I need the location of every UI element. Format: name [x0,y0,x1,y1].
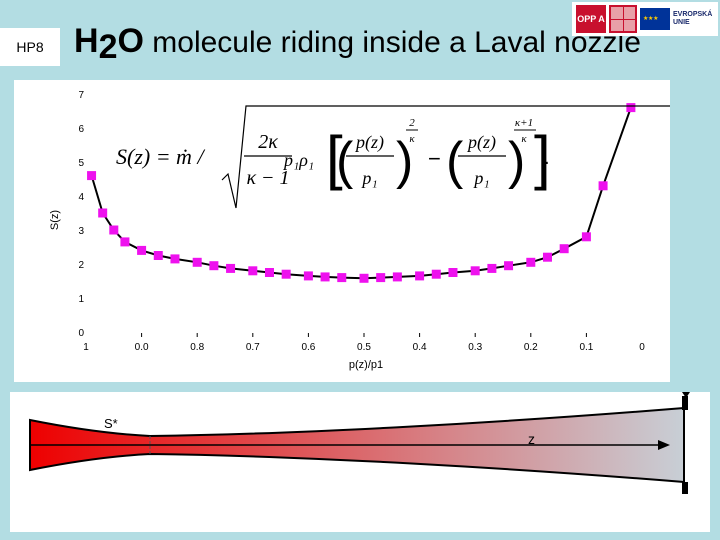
y-tick-label: 6 [78,124,84,135]
formula-exp2-numer: κ+1 [515,117,533,129]
data-point [98,208,108,218]
data-point [392,272,402,282]
data-point [226,263,236,273]
data-point [470,266,480,276]
slide-tag: HP8 [0,28,60,66]
data-point [109,225,119,235]
data-point [248,266,258,276]
title-rest: molecule riding inside a Laval nozzle [143,26,641,59]
slide-title: H2O molecule riding inside a Laval nozzl… [74,22,641,67]
formula: S(z) = ṁ / 2κ κ − 1 p₁ρ₁ [ ( p(z) p₁ ) 2… [116,105,674,209]
formula-dot: . [544,147,550,169]
nozzle-exit-bottom [682,482,688,494]
nozzle-panel: S* z [10,386,710,532]
formula-root-numer: 2κ [258,131,278,153]
data-point [170,254,180,264]
data-point [542,252,552,262]
data-point [281,269,291,279]
formula-f1-numer: p(z) [354,132,384,153]
throat-label: S* [104,416,118,431]
formula-exp1-denom: κ [409,133,415,145]
formula-exp2-denom: κ [521,133,527,145]
data-point [598,181,608,191]
data-point [337,273,347,283]
data-point [303,271,313,281]
data-point [376,273,386,283]
data-point [209,261,219,271]
y-tick-label: 1 [78,294,84,305]
formula-lhs: S(z) = ṁ / [116,144,205,169]
data-point [504,261,514,271]
y-tick-label: 7 [78,90,84,101]
formula-exp1-numer: 2 [409,117,415,129]
data-point [137,245,147,255]
formula-paren-1-right: ) [396,132,413,190]
data-point [526,257,536,267]
x-tick-label: 0.0 [135,342,149,353]
eu-flag-icon [640,8,670,30]
formula-bracket-right: ] [534,124,551,191]
eu-logo-text: EVROPSKÁ UNIE [673,11,712,27]
formula-paren-2-right: ) [508,132,525,190]
formula-f2-denom: p₁ [472,168,489,188]
data-point [448,268,458,277]
data-point [264,268,274,277]
data-point [120,237,130,247]
y-tick-label: 0 [78,328,84,339]
x-tick-label: 0.4 [413,342,427,353]
data-point [415,271,425,281]
title-o: O [117,22,144,60]
formula-f1-denom: p₁ [360,168,377,188]
data-point [559,244,569,254]
formula-root-denom: κ − 1 [246,167,289,189]
formula-f2-numer: p(z) [466,132,496,153]
x-tick-label: 0.1 [579,342,593,353]
nozzle-exit-top [682,396,688,410]
data-point [320,272,330,282]
data-point [626,103,636,113]
logo-strip: OPP A EVROPSKÁ UNIE [572,2,718,36]
eu-text-line-1: EVROPSKÁ [673,11,713,18]
oppa-logo: OPP A [576,5,606,33]
x-tick-label: 0.3 [468,342,482,353]
x-axis-label: p(z)/p1 [349,359,383,371]
data-point [153,251,163,260]
data-point [487,263,497,273]
formula-paren-1-left: ( [336,132,354,190]
formula-bracket-left: [ [326,124,343,191]
nozzle-diagram: S* z [29,386,690,494]
praha-logo [609,5,637,33]
chart-panel: 0 1 2 3 4 5 6 7 1 0.0 0.8 0.7 0.6 0.5 0.4 0.3 0.2 0.1 0 S… [14,80,674,382]
formula-minus: − [428,146,441,171]
chart: 0 1 2 3 4 5 6 7 1 0.0 0.8 0.7 0.6 0.5 0.4 0.3 0.2 0.1 0 S… [49,90,674,371]
y-tick-label: 3 [78,226,84,237]
x-tick-label: 0.7 [246,342,260,353]
x-tick-label: 0 [639,342,645,353]
data-point [359,273,369,283]
y-tick-label: 2 [78,260,84,271]
data-point [87,171,97,181]
y-tick-label: 5 [78,158,84,169]
x-tick-label: 0.8 [190,342,204,353]
data-point [192,257,202,267]
x-tick-label: 0.5 [357,342,371,353]
data-point [431,269,441,279]
x-tick-label: 0.2 [524,342,538,353]
oppa-logo-text: OPP A [577,13,605,24]
z-axis-label: z [528,431,535,447]
x-tick-label: 1 [83,342,89,353]
formula-coeff: p₁ρ₁ [282,150,314,170]
title-subscript: 2 [98,28,118,66]
x-tick-label: 0.6 [301,342,315,353]
z-arrow-head-icon [658,440,670,450]
eu-text-line-2: UNIE [673,19,690,26]
data-point [581,232,591,242]
y-axis-label: S(z) [49,210,61,230]
y-tick-label: 4 [78,192,84,203]
title-h: H [74,22,99,60]
formula-paren-2-left: ( [446,132,464,190]
